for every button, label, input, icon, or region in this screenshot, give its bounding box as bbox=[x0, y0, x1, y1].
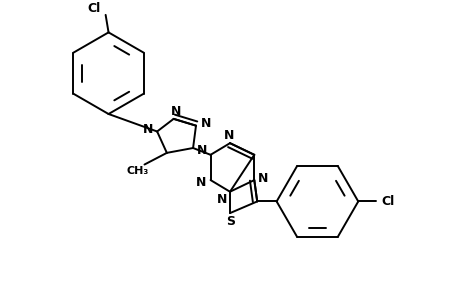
Text: N: N bbox=[224, 129, 234, 142]
Text: N: N bbox=[170, 105, 180, 118]
Text: N: N bbox=[195, 176, 206, 188]
Text: Cl: Cl bbox=[87, 2, 101, 15]
Text: N: N bbox=[143, 123, 153, 136]
Text: Cl: Cl bbox=[381, 195, 394, 208]
Text: CH₃: CH₃ bbox=[126, 166, 149, 176]
Text: N: N bbox=[217, 193, 227, 206]
Text: N: N bbox=[196, 144, 207, 158]
Text: N: N bbox=[257, 172, 268, 184]
Text: N: N bbox=[200, 117, 210, 130]
Text: S: S bbox=[226, 215, 235, 228]
